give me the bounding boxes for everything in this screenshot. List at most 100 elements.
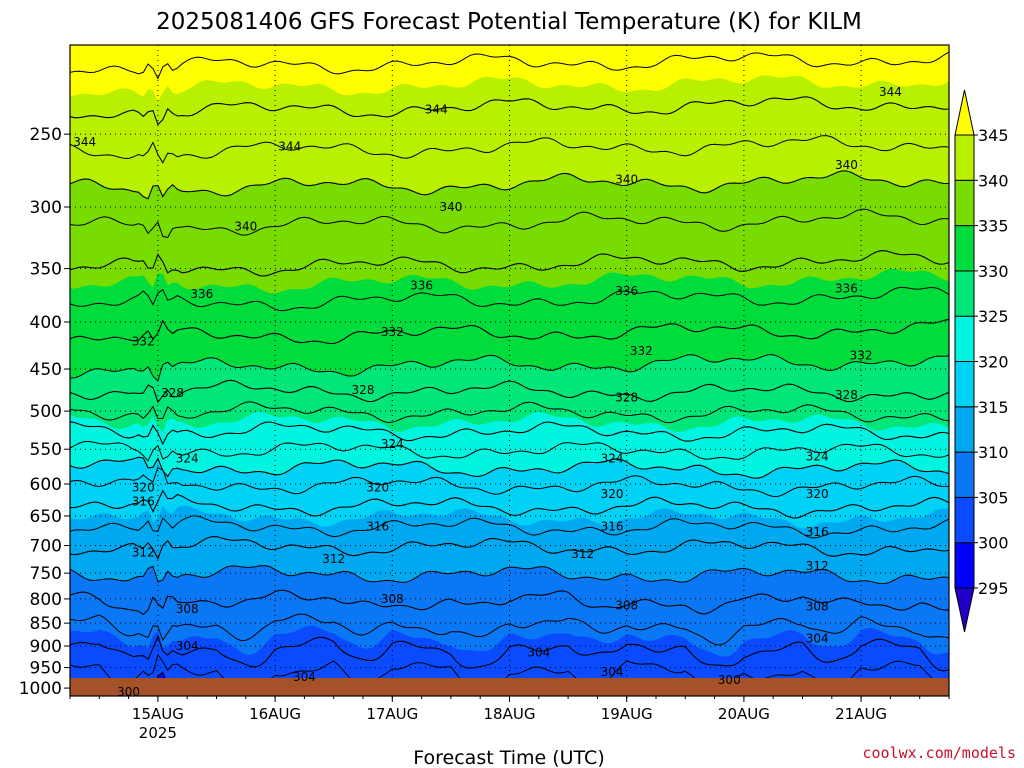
contour-label: 328 <box>835 388 858 402</box>
contour-label: 316 <box>132 495 155 509</box>
x-tick-label: 21AUG <box>835 705 887 723</box>
contour-label: 336 <box>615 284 638 298</box>
contour-label: 344 <box>879 85 902 99</box>
colorbar-segment <box>954 270 975 317</box>
contour-label: 328 <box>161 386 184 400</box>
colorbar-label: 305 <box>978 488 1009 507</box>
contour-label: 316 <box>601 519 624 533</box>
contour-label: 304 <box>601 665 624 679</box>
contour-label: 344 <box>278 140 301 154</box>
contour-line-320 <box>70 456 949 479</box>
contour-label: 300 <box>718 673 741 687</box>
contour-label: 312 <box>132 545 155 559</box>
y-tick-label: 1000 <box>19 679 62 699</box>
y-tick-label: 650 <box>30 507 62 527</box>
x-tick-label: 18AUG <box>484 705 536 723</box>
contour-label: 328 <box>352 383 375 397</box>
contour-label: 324 <box>176 452 199 466</box>
colorbar-segment <box>954 451 975 498</box>
contour-label: 340 <box>439 200 462 214</box>
y-tick-label: 550 <box>30 440 62 460</box>
contour-label: 304 <box>176 639 199 653</box>
contour-label: 320 <box>806 487 829 501</box>
colorbar-label: 345 <box>978 126 1009 145</box>
contour-line-346 <box>70 51 949 80</box>
contour-label: 328 <box>615 390 638 404</box>
contour-label: 344 <box>425 102 448 116</box>
contour-line-318 <box>70 466 949 498</box>
contour-line-312 <box>70 536 949 561</box>
colorbar-segment <box>954 134 975 181</box>
contour-line-302 <box>70 653 949 696</box>
contour-label: 304 <box>806 631 829 645</box>
colorbar-label: 300 <box>978 534 1009 553</box>
contour-label: 332 <box>850 348 873 362</box>
y-tick-label: 750 <box>30 564 62 584</box>
y-axis: 250 300 350 400 450 500 550 600 650 700 750 800 850 9… <box>19 125 70 699</box>
contour-line-322 <box>70 441 949 462</box>
contour-label: 340 <box>835 158 858 172</box>
colorbar-extend-max <box>954 89 975 136</box>
contour-labels: 344 344 344 344 340 340 340 340 336 336 336 336 332 3… <box>73 85 902 699</box>
contour-label: 336 <box>410 278 433 292</box>
y-tick-label: 500 <box>30 402 62 422</box>
y-tick-label: 350 <box>30 260 62 280</box>
colorbar-label: 310 <box>978 443 1009 462</box>
contour-label: 320 <box>366 480 389 494</box>
contour-label: 324 <box>601 452 624 466</box>
contour-line-340 <box>70 170 949 200</box>
contour-line-330 <box>70 354 949 382</box>
colorbar-segment <box>954 542 975 589</box>
x-tick-label: 19AUG <box>601 705 653 723</box>
contour-line-310 <box>70 565 949 585</box>
contour-line-306 <box>70 613 949 646</box>
y-tick-label: 400 <box>30 313 62 333</box>
plot-area: 344 344 344 344 340 340 340 340 336 336 336 336 332 3… <box>70 45 949 699</box>
y-tick-label: 600 <box>30 475 62 495</box>
contour-label: 308 <box>615 598 638 612</box>
contour-label: 320 <box>601 487 624 501</box>
y-tick-label: 950 <box>30 659 62 679</box>
contour-line-338 <box>70 208 949 239</box>
colorbar-label: 325 <box>978 307 1009 326</box>
colorbar-label: 330 <box>978 262 1009 281</box>
colorbar-segment <box>954 179 975 227</box>
colorbar-segment <box>954 406 975 453</box>
y-tick-label: 700 <box>30 537 62 557</box>
contour-label: 300 <box>117 685 140 699</box>
colorbar-segment <box>954 361 975 408</box>
x-tick-label: 16AUG <box>249 705 301 723</box>
contour-label: 324 <box>381 437 404 451</box>
grid-lines <box>70 45 949 696</box>
filled-contours <box>70 45 949 696</box>
contour-line-314 <box>70 515 949 539</box>
colorbar-label: 340 <box>978 171 1009 190</box>
contour-label: 304 <box>527 646 550 660</box>
ground-surface <box>70 678 949 696</box>
contour-line-332 <box>70 318 949 345</box>
contour-label: 340 <box>615 172 638 186</box>
contour-line-342 <box>70 135 949 164</box>
contour-label: 316 <box>806 525 829 539</box>
contour-label: 308 <box>176 602 199 616</box>
contour-label: 320 <box>132 480 155 494</box>
y-tick-label: 900 <box>30 637 62 657</box>
y-tick-label: 800 <box>30 590 62 610</box>
y-tick-label: 450 <box>30 360 62 380</box>
contour-label: 312 <box>571 547 594 561</box>
contour-label: 312 <box>806 559 829 573</box>
contour-label: 332 <box>630 344 653 358</box>
x-axis-label: Forecast Time (UTC) <box>413 747 604 768</box>
colorbar-label: 335 <box>978 217 1009 236</box>
credit-text: coolwx.com/models <box>862 744 1016 762</box>
contour-line-308 <box>70 589 949 616</box>
y-tick-label: 300 <box>30 198 62 218</box>
colorbar: 295 300 305 310 315 320 325 330 335 340 345 <box>954 89 1009 633</box>
colorbar-segment <box>954 315 975 363</box>
x-tick-label: 17AUG <box>366 705 418 723</box>
y-tick-label: 250 <box>30 125 62 145</box>
contour-label: 308 <box>381 592 404 606</box>
colorbar-label: 295 <box>978 579 1009 598</box>
x-tick-sublabel: 2025 <box>139 724 177 742</box>
